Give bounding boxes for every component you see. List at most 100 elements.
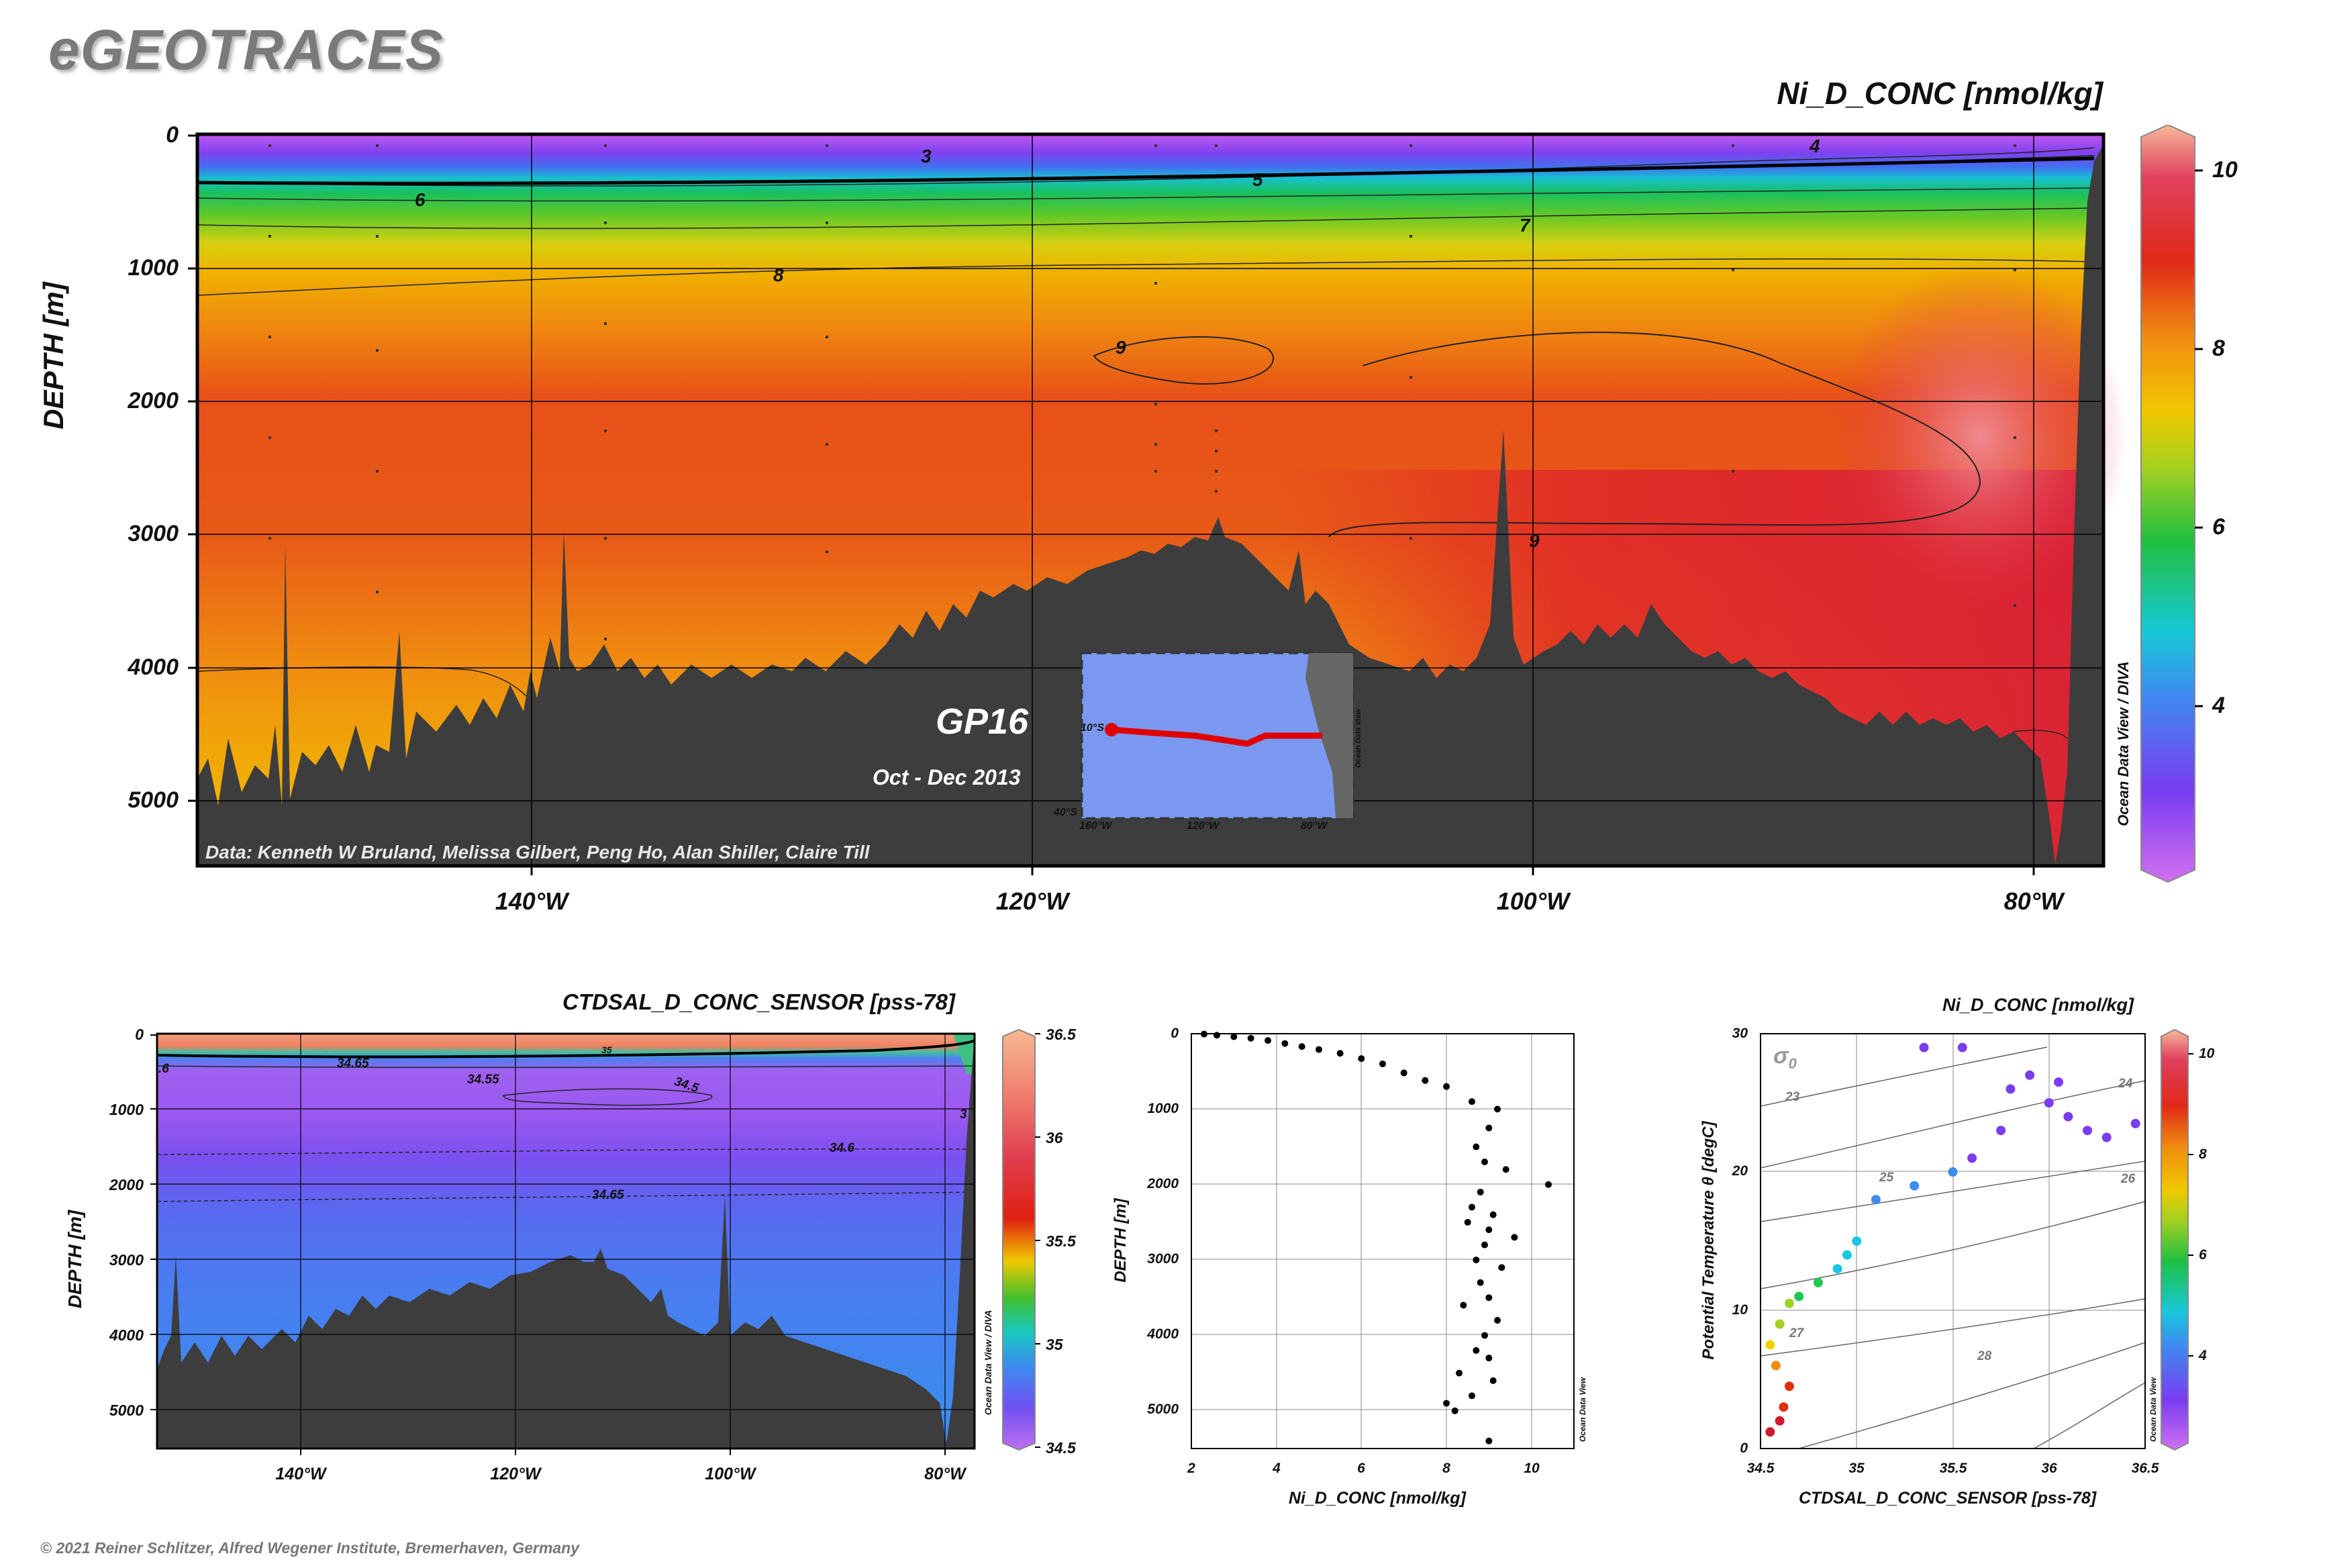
- ts-xtick: 36.5: [2131, 1461, 2159, 1476]
- brand-logo: eGEOTRACES: [48, 18, 444, 81]
- ts-point: [1784, 1298, 1794, 1308]
- profile-point: [1481, 1332, 1488, 1339]
- profile-xtick: 4: [1273, 1461, 1281, 1476]
- ts-colorbar-ticks: [2188, 1053, 2193, 1357]
- profile-point: [1469, 1204, 1475, 1211]
- main-plot-title: Ni_D_CONC [nmol/kg]: [1777, 76, 2103, 111]
- ts-point: [1910, 1181, 1920, 1191]
- sal-contour-label: 34.6: [830, 1141, 854, 1155]
- contour-line: [197, 187, 2095, 202]
- cruise-id: GP16: [936, 701, 1029, 742]
- profile-point: [1489, 1377, 1497, 1384]
- ts-grid: [1761, 1034, 2145, 1449]
- inset-land: [1305, 653, 1353, 818]
- isopycnal-label: 26: [2121, 1172, 2136, 1186]
- profile-point: [1473, 1143, 1480, 1150]
- profile-point: [1494, 1316, 1501, 1324]
- ts-xlabel: CTDSAL_D_CONC_SENSOR [pss-78]: [1799, 1489, 2097, 1508]
- profile-point: [1511, 1234, 1518, 1241]
- sal-contour-label: 34.55: [467, 1073, 499, 1087]
- sal-contour-label: 34.65: [337, 1057, 369, 1071]
- ts-plot-title: Ni_D_CONC [nmol/kg]: [1942, 995, 2134, 1015]
- main-ytick: 0: [166, 122, 179, 148]
- profile-point: [1281, 1040, 1289, 1047]
- sal-contour-label: 3: [960, 1108, 967, 1122]
- ts-point: [1775, 1416, 1785, 1426]
- contour-label: 7: [1520, 215, 1530, 236]
- isopycnal-label: 23: [1785, 1090, 1800, 1104]
- profile-point: [1485, 1294, 1493, 1302]
- contour-line: [197, 207, 2095, 230]
- profile-point: [1502, 1166, 1509, 1173]
- ts-point: [1813, 1277, 1823, 1287]
- cruise-track: [1111, 726, 1322, 747]
- ts-xtick: 35.5: [1939, 1461, 1967, 1476]
- copyright-notice: © 2021 Reiner Schlitzer, Alfred Wegener …: [40, 1539, 580, 1557]
- isopycnal-label: 28: [1977, 1349, 1992, 1363]
- profile-point: [1477, 1188, 1484, 1195]
- sal-ytick: 0: [135, 1026, 144, 1043]
- sal-xtick: 80°W: [924, 1465, 966, 1483]
- ts-point: [2130, 1118, 2140, 1128]
- profile-point: [1469, 1392, 1475, 1400]
- contour-label: 9: [1116, 337, 1126, 358]
- ts-point: [1967, 1153, 1977, 1163]
- ts-point: [2101, 1132, 2112, 1142]
- profile-point: [1201, 1030, 1207, 1038]
- ts-point: [1765, 1340, 1775, 1350]
- ts-xtick: 36: [2041, 1461, 2057, 1476]
- contour-label: 9: [1529, 530, 1540, 551]
- sal-bathymetry: [157, 1034, 975, 1449]
- main-ytick: 4000: [128, 654, 179, 680]
- bathymetry: [197, 144, 2103, 866]
- inset-lat-label: 10°S: [1081, 722, 1104, 734]
- contour-line-main: [197, 156, 2095, 185]
- profile-point: [1358, 1055, 1365, 1063]
- ts-point: [1832, 1264, 1842, 1274]
- ts-colorbar-tick: 4: [2199, 1348, 2207, 1363]
- sal-ytick: 1000: [109, 1101, 144, 1118]
- ts-point: [1948, 1167, 1958, 1177]
- sal-xtick: 140°W: [275, 1465, 326, 1483]
- ts-point: [1779, 1402, 1789, 1412]
- contour-line: [197, 258, 2095, 296]
- main-colorbar-tick: 4: [2212, 693, 2225, 718]
- main-field-max: [1832, 262, 2128, 611]
- ts-point: [2083, 1126, 2093, 1136]
- profile-point: [1477, 1279, 1484, 1286]
- sample-dots: [268, 144, 2016, 640]
- ts-watermark: Ocean Data View: [2148, 1377, 2158, 1442]
- ts-ylabel: Potential Temperature θ [degC]: [1699, 1121, 1718, 1360]
- main-colorbar-tick: 10: [2212, 157, 2238, 183]
- profile-point: [1247, 1034, 1254, 1042]
- ts-xtick: 35: [1848, 1461, 1865, 1476]
- main-xtick: 140°W: [495, 887, 568, 915]
- profile-ytick: 3000: [1147, 1251, 1179, 1267]
- profile-ytick: 2000: [1147, 1176, 1179, 1191]
- profile-point: [1473, 1346, 1480, 1354]
- inset-lon-label: 120°W: [1187, 820, 1220, 832]
- ts-point: [2025, 1070, 2035, 1080]
- ts-frame: [1760, 1033, 2146, 1449]
- sal-contour-line: [156, 1148, 975, 1155]
- sal-colorbar-tick: 36.5: [1046, 1026, 1076, 1043]
- sal-contour-line: [156, 1191, 975, 1202]
- profile-point: [1545, 1181, 1552, 1188]
- sal-colorbar-ticks: [1035, 1033, 1040, 1448]
- profile-frame: [1191, 1033, 1575, 1449]
- sigma-subscript: 0: [1788, 1055, 1797, 1072]
- sal-xtick: 100°W: [705, 1465, 756, 1483]
- contour-label: 4: [1810, 136, 1820, 156]
- ts-colorbar-tick: 8: [2199, 1146, 2207, 1162]
- sal-colorbar-tick: 35: [1046, 1336, 1063, 1353]
- ts-point: [1957, 1042, 1967, 1052]
- sal-frame: [156, 1032, 976, 1450]
- inset-lon-label: 80°W: [1301, 820, 1328, 832]
- ts-ytick: 30: [1732, 1026, 1748, 1041]
- main-xtick: 80°W: [2003, 887, 2064, 915]
- sigma-label: σ0: [1773, 1043, 1797, 1073]
- profile-ytick: 4000: [1147, 1326, 1179, 1342]
